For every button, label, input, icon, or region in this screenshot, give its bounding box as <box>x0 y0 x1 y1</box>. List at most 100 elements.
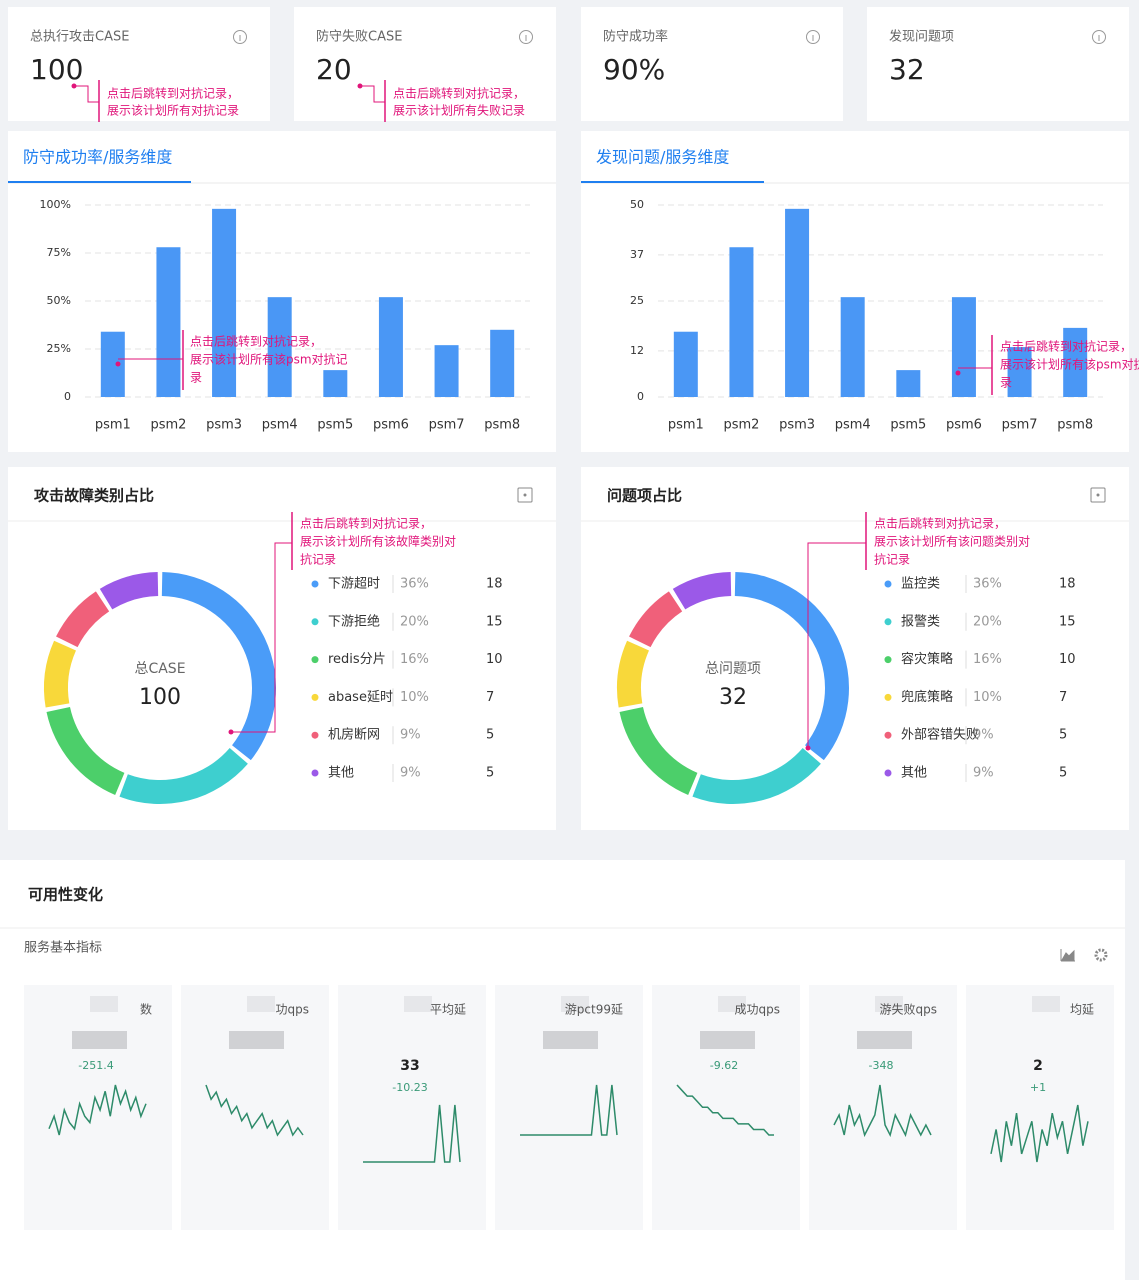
blur-block <box>90 996 118 1012</box>
panel <box>581 7 843 121</box>
blur-block <box>561 996 589 1012</box>
metric-value: 33 <box>400 1058 419 1074</box>
donut-segment <box>46 707 125 795</box>
blur-block <box>543 1031 598 1049</box>
legend-count: 18 <box>1059 577 1076 592</box>
legend-count: 7 <box>1059 690 1067 705</box>
note-text: 点击后跳转到对抗记录， <box>300 516 432 531</box>
legend-percent: 36% <box>400 577 429 592</box>
legend-percent: 10% <box>400 690 429 705</box>
legend-percent: 9% <box>973 728 994 743</box>
bar <box>490 329 515 397</box>
bar <box>212 208 237 397</box>
legend-percent: 10% <box>973 690 1002 705</box>
note-line <box>807 542 866 748</box>
x-tick-label: psm2 <box>150 418 186 433</box>
metric-label: 游失败qps <box>880 1002 938 1017</box>
panel <box>867 7 1129 121</box>
x-tick-label: psm2 <box>723 418 759 433</box>
chart-title: 防守成功率/服务维度 <box>23 148 172 167</box>
legend-name: 机房断网 <box>328 727 380 743</box>
note-line <box>74 85 99 103</box>
legend-count: 18 <box>486 577 503 592</box>
legend-name: 监控类 <box>901 577 940 592</box>
x-tick-label: psm6 <box>946 418 982 433</box>
donut-segment <box>619 707 698 795</box>
legend-dot <box>884 656 892 664</box>
legend-name: 其他 <box>328 766 354 781</box>
legend-count: 15 <box>1059 614 1076 629</box>
x-tick-label: psm4 <box>835 418 871 433</box>
y-tick-label: 75% <box>47 246 71 259</box>
chart-title: 发现问题/服务维度 <box>596 148 729 167</box>
kpi-value: 20 <box>316 53 352 86</box>
chart-title: 问题项占比 <box>607 487 682 505</box>
bar <box>323 370 348 397</box>
info-icon <box>519 30 533 44</box>
metric-card <box>652 985 800 1230</box>
help-icon <box>523 493 527 497</box>
x-tick-label: psm6 <box>373 418 409 433</box>
x-tick-label: psm5 <box>890 418 926 433</box>
legend-percent: 9% <box>400 728 421 743</box>
chart-icon <box>1060 949 1075 962</box>
sparkline <box>833 1084 932 1138</box>
blur-block <box>700 1031 755 1049</box>
donut-segment <box>629 591 683 648</box>
note-text: 展示该计划所有失败记录 <box>393 103 525 118</box>
donut-segment <box>692 748 821 804</box>
tab-underline <box>581 181 764 183</box>
panel <box>8 7 270 121</box>
donut-segment <box>119 748 248 805</box>
legend-dot <box>311 580 319 588</box>
legend-dot <box>311 656 319 664</box>
legend-name: 下游超时 <box>328 577 380 592</box>
metric-value: 2 <box>1033 1058 1043 1074</box>
x-tick-label: psm1 <box>95 418 131 433</box>
note-text: 展示该计划所有该psm对抗记 <box>1000 357 1139 372</box>
metric-label: 游pct99延 <box>565 1003 623 1017</box>
panel <box>8 131 556 452</box>
bar <box>729 247 754 397</box>
legend-percent: 16% <box>400 652 429 667</box>
x-tick-label: psm8 <box>484 418 520 433</box>
legend-percent: 9% <box>973 766 994 781</box>
metric-label: 均延 <box>1070 1003 1094 1017</box>
y-tick-label: 100% <box>40 198 71 211</box>
metric-card <box>338 985 486 1230</box>
kpi-value: 100 <box>30 53 83 86</box>
metric-delta: -251.4 <box>78 1059 113 1072</box>
note-text: 展示该计划所有该psm对抗记 <box>190 352 348 367</box>
sparkline <box>520 1084 618 1136</box>
note-text: 点击后跳转到对抗记录， <box>874 516 1006 531</box>
bar <box>378 297 403 397</box>
center-value: 100 <box>139 685 181 710</box>
legend-name: redis分片 <box>328 652 386 667</box>
kpi-value: 90% <box>603 53 665 86</box>
legend-count: 7 <box>486 690 494 705</box>
legend-percent: 20% <box>973 614 1002 629</box>
info-icon <box>233 30 247 44</box>
metric-delta: -10.23 <box>392 1081 427 1094</box>
chart-title: 攻击故障类别占比 <box>34 487 154 505</box>
bar <box>673 331 698 397</box>
metric-card <box>495 985 643 1230</box>
legend-count: 15 <box>486 614 503 629</box>
note-text: 点击后跳转到对抗记录， <box>393 86 525 101</box>
x-tick-label: psm3 <box>779 418 815 433</box>
donut-segment <box>44 640 76 708</box>
note-text: 展示该计划所有对抗记录 <box>107 103 239 118</box>
x-tick-label: psm1 <box>668 418 704 433</box>
legend-dot <box>884 693 892 701</box>
tab-underline <box>8 181 191 183</box>
bar <box>896 370 921 397</box>
metric-delta: +1 <box>1030 1081 1046 1094</box>
info-icon <box>806 30 820 44</box>
legend-dot <box>311 618 319 626</box>
metric-label: 成功qps <box>735 1003 781 1017</box>
bar <box>840 297 865 397</box>
legend-count: 5 <box>1059 728 1067 743</box>
panel <box>294 7 556 121</box>
legend-dot <box>884 580 892 588</box>
